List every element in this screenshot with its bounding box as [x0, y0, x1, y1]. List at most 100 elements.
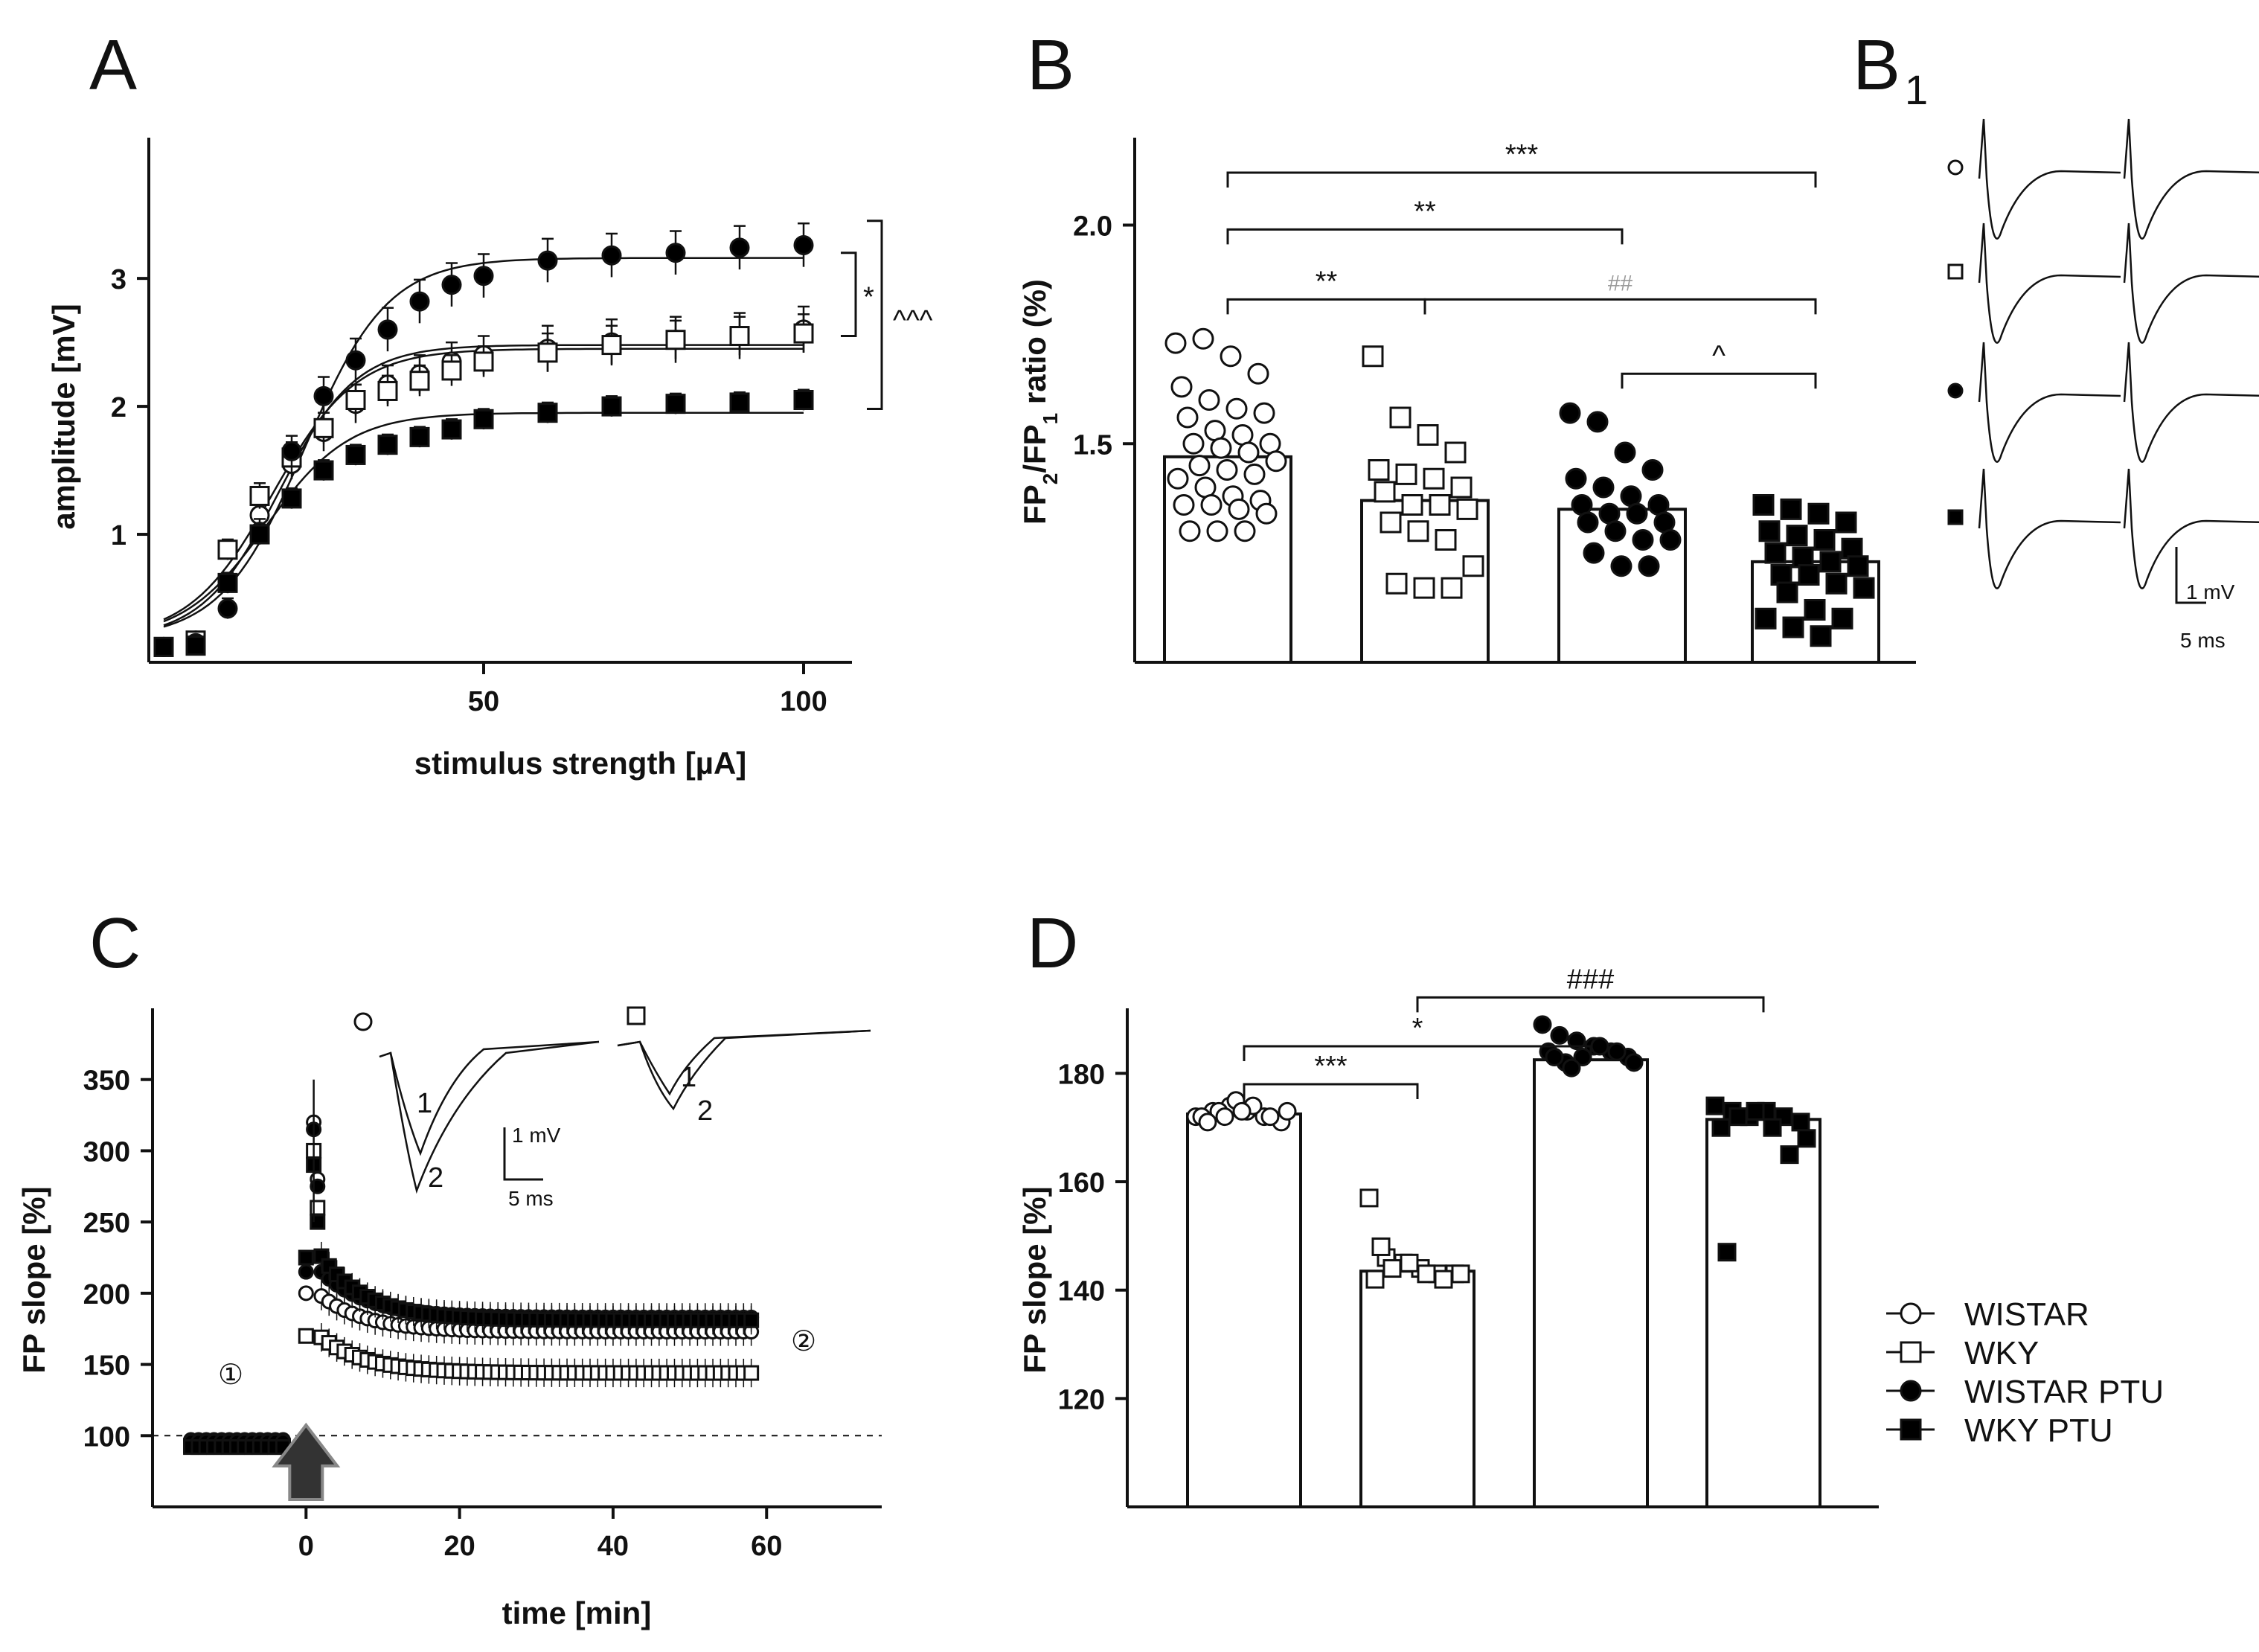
b1-scale-bar [2175, 547, 2206, 604]
d-point [1198, 1112, 1217, 1132]
b-bracket [1226, 298, 1426, 315]
b-point [1170, 376, 1193, 398]
b-point [1755, 607, 1777, 630]
d-bar [1533, 1058, 1649, 1509]
a-point [441, 419, 462, 440]
b-point [1164, 332, 1187, 354]
b-point [1758, 520, 1781, 542]
b-bracket [1621, 372, 1817, 389]
b-point [1389, 406, 1412, 429]
b-point [1782, 616, 1804, 638]
c-point [298, 1249, 314, 1266]
b-point [1395, 463, 1417, 485]
c-inset-trace-2 [379, 1040, 600, 1194]
d-y-tick-label: 160 [1058, 1168, 1105, 1199]
b1-scale-voltage: 1 mV [2186, 580, 2235, 604]
a-point [217, 572, 238, 593]
b-point [1565, 467, 1587, 490]
c-point [298, 1285, 314, 1302]
b-point [1200, 494, 1223, 516]
c-point [298, 1328, 314, 1344]
c-x-tick-label: 20 [443, 1531, 475, 1562]
b-point [1380, 511, 1402, 534]
d-point [1434, 1270, 1453, 1289]
b1-trace [2123, 468, 2259, 589]
c-x-tick-label: 0 [298, 1531, 314, 1562]
c-y-tick-label: 300 [83, 1136, 130, 1168]
d-point [1400, 1253, 1419, 1272]
a-point [793, 323, 814, 344]
b-point [1228, 498, 1250, 520]
b-sig-label: *** [1505, 139, 1539, 170]
b-point [1429, 494, 1451, 516]
legend-label: WKY [1964, 1335, 2039, 1371]
b1-scale-time: 5 ms [2180, 629, 2226, 652]
c-y-tick-label: 250 [83, 1208, 130, 1239]
b-sig-label: ** [1414, 196, 1436, 227]
c-inset2-label-2: 2 [697, 1095, 713, 1127]
b-point [1265, 450, 1287, 473]
b-point [1752, 494, 1775, 516]
b-point [1577, 511, 1599, 534]
d-point [1417, 1264, 1436, 1284]
a-point [345, 390, 366, 410]
d-point [1717, 1243, 1737, 1262]
b-point [1770, 564, 1792, 586]
b-point [1614, 441, 1636, 464]
b-point [1413, 577, 1435, 599]
b1-row-marker [1947, 159, 1964, 176]
legend-label: WKY PTU [1964, 1412, 2113, 1449]
c-inset-label-2: 2 [428, 1162, 443, 1194]
b-bracket [1226, 171, 1817, 188]
b-point [1831, 607, 1853, 630]
a-sig-star: * [863, 282, 874, 313]
panel-a-x-label: stimulus strength [µA] [414, 746, 747, 781]
b-point [1220, 345, 1242, 368]
b1-row-marker [1947, 509, 1964, 525]
panel-label-b: B [1027, 25, 1074, 105]
b-point [1819, 551, 1842, 573]
d-point [1711, 1118, 1731, 1137]
b-point [1659, 529, 1682, 551]
d-point [1562, 1058, 1581, 1078]
panel-c: 0 20 40 60 100 150 200 250 300 350 [83, 1006, 882, 1562]
d-y-tick-label: 180 [1058, 1059, 1105, 1090]
panel-label-b1: B [1853, 25, 1900, 105]
d-y-tick-label: 120 [1058, 1384, 1105, 1415]
b-point [1401, 494, 1423, 516]
b1-trace [1978, 468, 2121, 589]
b-point [1780, 498, 1802, 520]
d-point [1763, 1118, 1782, 1137]
a-point [377, 435, 398, 455]
panel-b-y-label: FP2/FP1 ratio (%) [1017, 279, 1062, 525]
a-point [601, 396, 622, 417]
panel-b1-traces [1947, 118, 2259, 604]
d-point [1780, 1145, 1799, 1165]
b-point [1216, 459, 1238, 481]
d-point [1624, 1053, 1644, 1072]
b-point [1764, 542, 1787, 564]
d-point [1371, 1237, 1391, 1256]
panel-a: 50 100 1 2 3 * ^^^ [111, 138, 933, 717]
d-point [1797, 1129, 1816, 1148]
b-point [1638, 555, 1660, 577]
d-point [1545, 1048, 1564, 1067]
c-y-tick-label: 100 [83, 1421, 130, 1453]
b1-trace [1978, 222, 2121, 344]
a-point [441, 360, 462, 381]
a-point [153, 636, 174, 657]
d-bar [1186, 1112, 1302, 1508]
b-point [1173, 494, 1195, 516]
c-y-tick-label: 350 [83, 1066, 130, 1097]
a-sig-caret: ^^^ [893, 305, 933, 336]
d-sig-label: ### [1567, 964, 1614, 995]
b-point [1804, 599, 1826, 621]
c-inset2-label-1: 1 [681, 1062, 696, 1093]
b-point [1167, 467, 1189, 490]
b-point [1417, 424, 1439, 446]
a-point [729, 326, 750, 347]
panel-label-a: A [89, 25, 137, 105]
b-point [1450, 476, 1473, 499]
a-point [601, 335, 622, 356]
